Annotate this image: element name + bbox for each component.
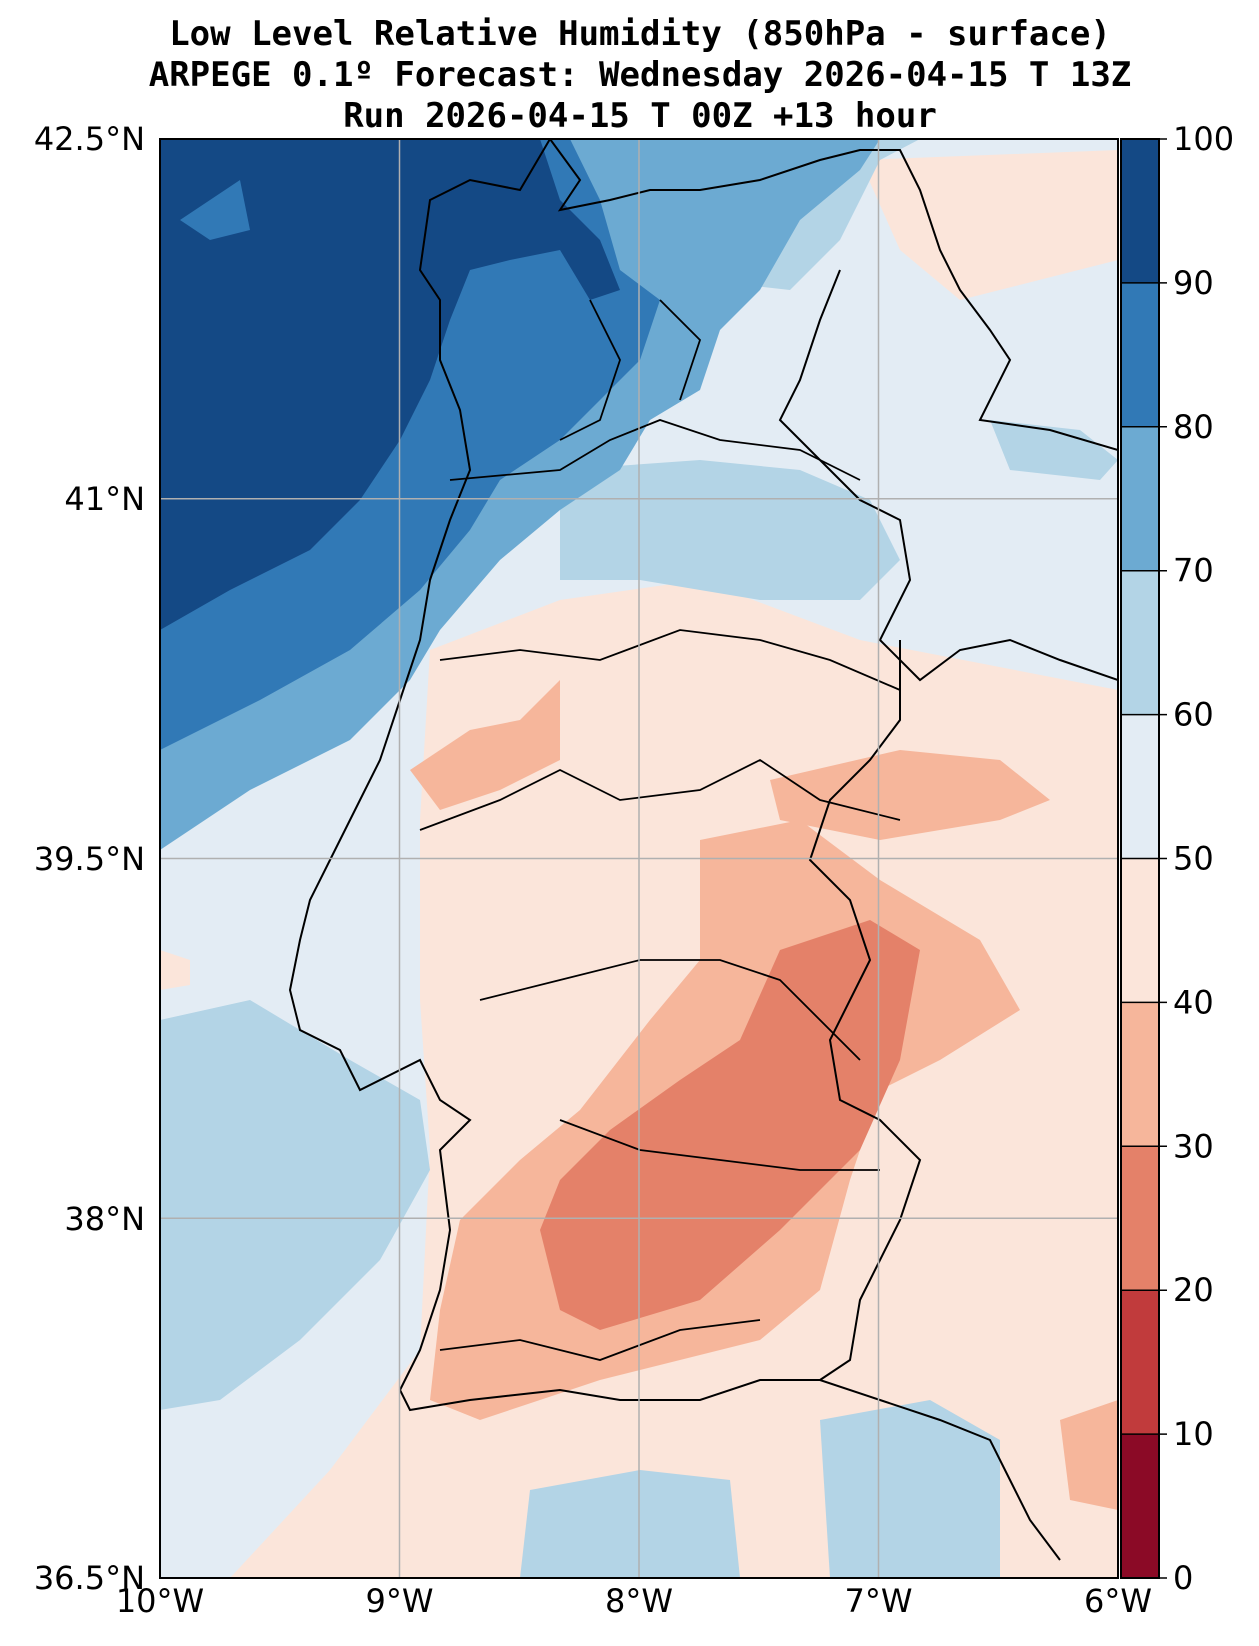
district-border-8 [659, 299, 702, 401]
title-line-2: ARPEGE 0.1º Forecast: Wednesday 2026-04-… [149, 55, 1132, 95]
colorbar-tick-label: 10 [1173, 1415, 1214, 1453]
y-axis-tick-labels: 42.5°N 41°N 39.5°N 38°N 36.5°N [34, 120, 145, 1597]
x-tick-label: 8°W [605, 1582, 673, 1620]
colorbar-segment [1121, 426, 1159, 572]
colorbar-tick-label: 30 [1173, 1127, 1214, 1165]
rh-band-80-90-patch [180, 180, 250, 240]
rh-band-60-70-south-a [520, 1470, 740, 1578]
map-frame [159, 138, 1119, 1579]
colorbar-segment [1121, 1290, 1159, 1435]
colorbar-segment [1121, 714, 1159, 859]
interior-border-b [808, 640, 922, 1381]
colorbar-tick-label: 50 [1173, 840, 1214, 878]
rh-band-60-70-mid [560, 460, 900, 600]
rh-band-30-40-se [1060, 1400, 1118, 1510]
x-tick-label: 6°W [1084, 1582, 1152, 1620]
rh-band-40-50-west [160, 950, 190, 990]
district-border-7 [559, 299, 621, 441]
colorbar-segment [1121, 1434, 1159, 1579]
rh-band-20-30 [540, 920, 920, 1330]
y-tick-label: 39.5°N [34, 840, 145, 878]
x-tick-label: 7°W [845, 1582, 913, 1620]
colorbar-tick-label: 0 [1173, 1559, 1193, 1597]
colorbar-segment [1121, 858, 1159, 1003]
colorbar-tick-label: 40 [1173, 983, 1214, 1021]
coastline [288, 139, 1061, 1561]
y-tick-label: 41°N [64, 480, 145, 518]
colorbar-tick-label: 70 [1173, 552, 1214, 590]
rh-band-90-100 [160, 139, 620, 630]
colorbar-tick-label: 90 [1173, 264, 1214, 302]
colorbar-segment [1121, 1146, 1159, 1291]
gridlines [160, 139, 1118, 1578]
colorbar-segment [1121, 282, 1159, 428]
colorbar-tick-label: 100 [1173, 120, 1234, 158]
y-tick-label: 42.5°N [34, 120, 145, 158]
colorbar-tick-label: 20 [1173, 1271, 1214, 1309]
colorbar-segment [1121, 1002, 1159, 1147]
title-line-3: Run 2026-04-15 T 00Z +13 hour [343, 96, 937, 136]
rh-band-30-40-b [770, 750, 1050, 840]
district-border-1 [449, 419, 861, 481]
rh-band-60-70-ne [990, 420, 1118, 480]
colorbar-segment [1121, 570, 1159, 716]
colorbar-tick-label: 80 [1173, 408, 1214, 446]
colorbar-tick-label: 60 [1173, 696, 1214, 734]
district-border-2 [439, 629, 901, 691]
title-line-1: Low Level Relative Humidity (850hPa - su… [169, 14, 1111, 54]
colorbar: 0 10 20 30 40 50 60 70 80 90 100 [1120, 120, 1234, 1597]
district-border-6 [439, 1319, 761, 1361]
district-border-4 [479, 959, 861, 1061]
rh-band-60-70-sw [160, 1000, 430, 1410]
map-plot-area [160, 139, 1118, 1578]
interior-border-a [778, 269, 1118, 682]
x-tick-label: 10°W [116, 1582, 204, 1620]
colorbar-segment [1121, 139, 1159, 284]
rh-band-60-70-south-b [820, 1400, 1000, 1578]
y-tick-label: 38°N [64, 1200, 145, 1238]
northern-border [549, 139, 1118, 451]
x-tick-label: 9°W [366, 1582, 434, 1620]
x-axis-tick-labels: 10°W 9°W 8°W 7°W 6°W [116, 1582, 1152, 1620]
rh-band-40-50-ne [860, 150, 1118, 300]
district-border-3 [419, 758, 901, 831]
y-tick-label: 36.5°N [34, 1559, 145, 1597]
rh-band-30-40-a [410, 680, 560, 810]
district-border-5 [559, 1119, 880, 1171]
